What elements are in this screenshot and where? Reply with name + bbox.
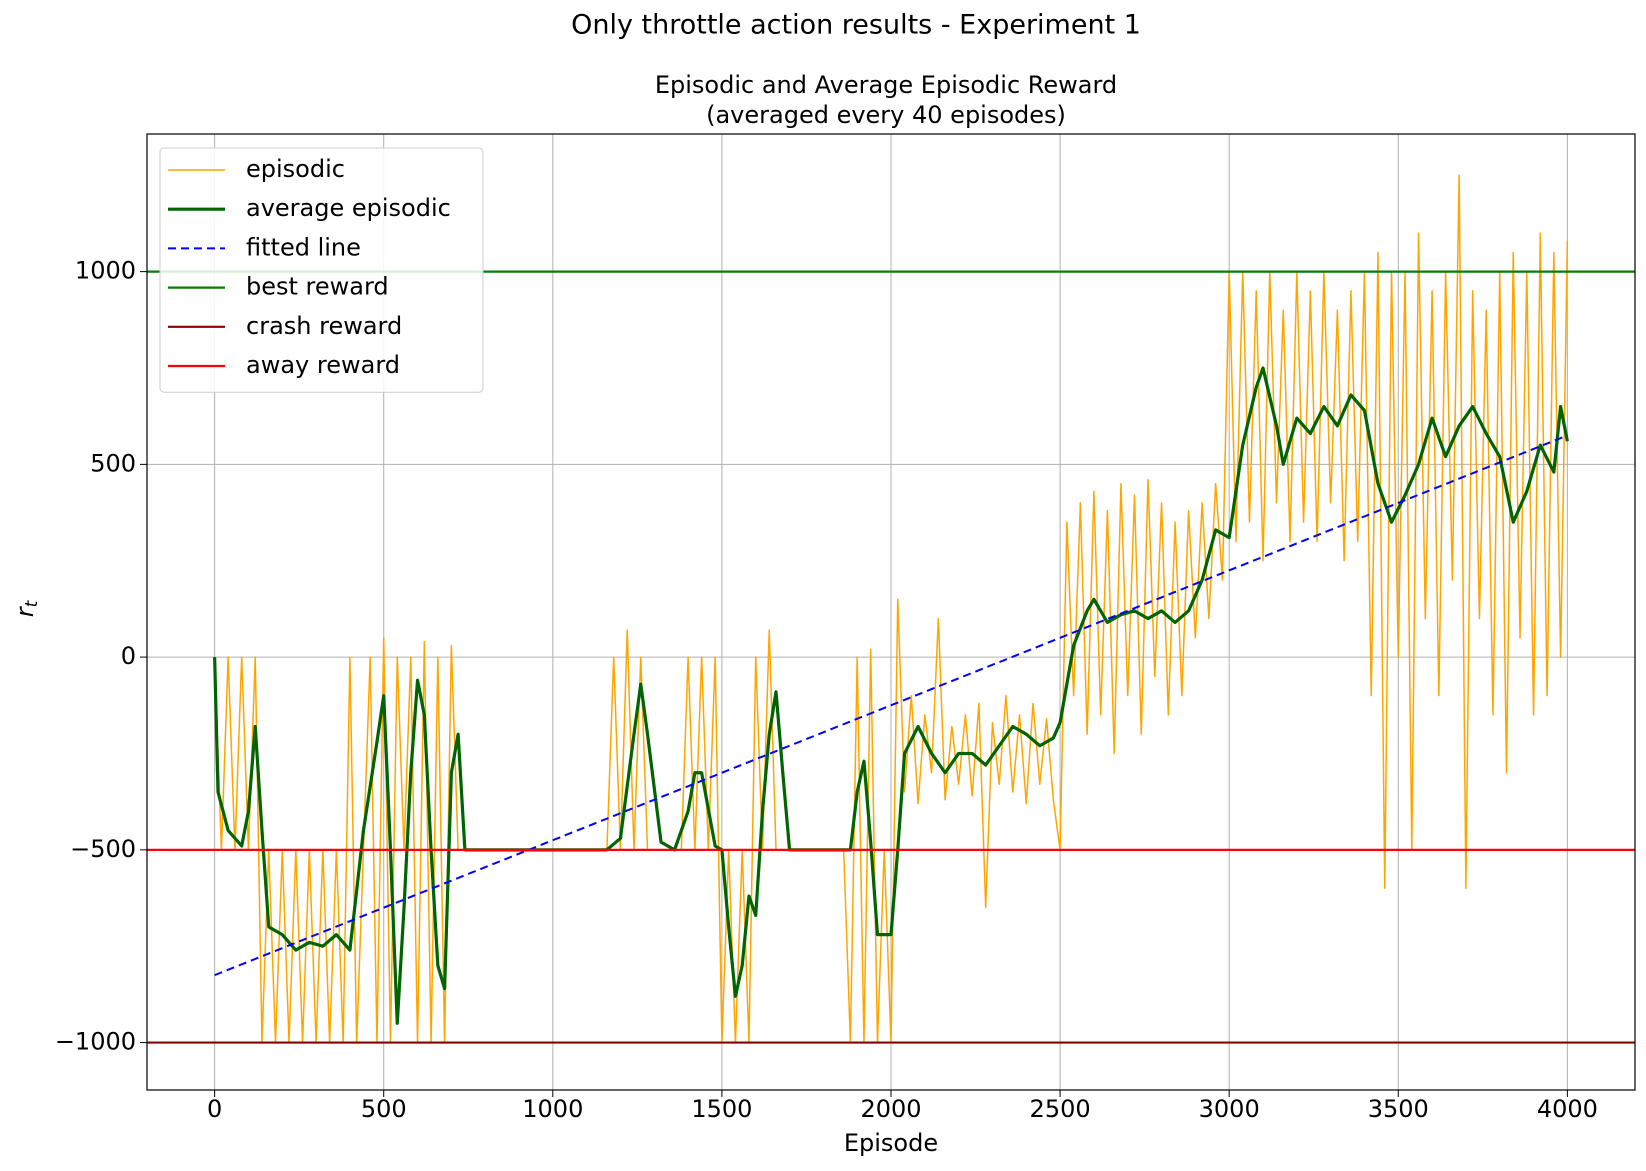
y-axis-label: rt xyxy=(11,599,42,617)
x-tick-label: 2500 xyxy=(1030,1095,1091,1123)
chart-title: (averaged every 40 episodes) xyxy=(706,101,1066,129)
y-tick-label: 1000 xyxy=(75,257,136,285)
x-tick-label: 3000 xyxy=(1199,1095,1260,1123)
x-tick-label: 500 xyxy=(361,1095,407,1123)
y-tick-label: −1000 xyxy=(55,1028,136,1056)
legend-label: crash reward xyxy=(246,312,402,340)
x-tick-label: 1000 xyxy=(522,1095,583,1123)
plot-frame xyxy=(146,133,1636,1091)
y-tick-label: −500 xyxy=(70,835,136,863)
y-label-sub: t xyxy=(22,599,42,607)
x-tick-label: 2000 xyxy=(860,1095,921,1123)
legend-label: fitted line xyxy=(246,233,361,261)
x-axis-label: Episode xyxy=(844,1129,938,1157)
chart-title: Episodic and Average Episodic Reward xyxy=(655,71,1117,99)
series-line xyxy=(214,434,1568,977)
legend-box xyxy=(159,147,484,393)
x-tick-label: 1500 xyxy=(691,1095,752,1123)
series-line xyxy=(213,366,1569,1025)
legend-label: best reward xyxy=(246,273,389,301)
legend-label: average episodic xyxy=(246,194,451,222)
y-tick-label: 0 xyxy=(121,642,136,670)
legend-label: episodic xyxy=(246,155,345,183)
y-tick-label: 500 xyxy=(90,449,136,477)
y-label-base: r xyxy=(11,605,39,617)
x-tick-label: 4000 xyxy=(1537,1095,1598,1123)
legend-label: away reward xyxy=(246,351,400,379)
x-tick-label: 0 xyxy=(207,1095,222,1123)
x-tick-label: 3500 xyxy=(1368,1095,1429,1123)
suptitle: Only throttle action results - Experimen… xyxy=(571,10,1141,41)
